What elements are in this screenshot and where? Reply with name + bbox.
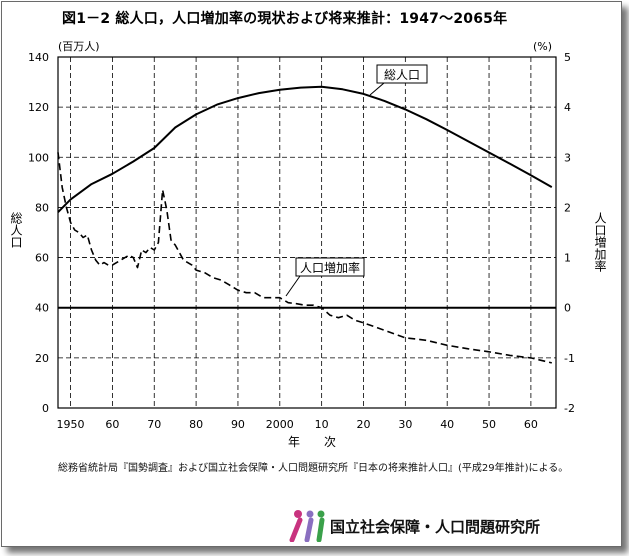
x-tick-label: 30 <box>398 418 412 431</box>
axes-layer <box>57 56 557 409</box>
y-right-tick-label: 5 <box>564 51 571 64</box>
left-unit-label: (百万人) <box>58 40 100 53</box>
chart-title: 図1－2 総人口，人口増加率の現状および将来推計：1947～2065年 <box>62 11 508 27</box>
tick-labels-layer: 1950 60 70 80 90 2000 10 20 30 40 50 60020406080100… <box>28 51 575 431</box>
y-right-tick-label: 3 <box>564 151 571 164</box>
y-right-tick-label: 4 <box>564 101 571 114</box>
growth-callout-label: 人口増加率 <box>300 260 360 275</box>
x-tick-label: 20 <box>356 418 370 431</box>
institute-name: 国立社会保障・人口問題研究所 <box>330 518 541 536</box>
y-right-tick-label: 1 <box>564 252 571 265</box>
growth-callout: 人口増加率 <box>285 257 365 297</box>
x-tick-label: 1950 <box>57 418 85 431</box>
y-left-tick-label: 120 <box>28 101 49 114</box>
y-right-tick-label: 0 <box>564 302 571 315</box>
y-left-tick-label: 0 <box>42 402 49 415</box>
growth-rate-line <box>57 152 552 364</box>
x-tick-label: 80 <box>189 418 203 431</box>
x-tick-label: 40 <box>440 418 454 431</box>
grid-layer <box>58 57 556 408</box>
y-right-tick-label: -2 <box>564 402 575 415</box>
ipss-logo-icon <box>289 510 325 542</box>
x-tick-label: 10 <box>315 418 329 431</box>
y-right-tick-label: 2 <box>564 201 571 214</box>
x-tick-label: 90 <box>231 418 245 431</box>
x-tick-label: 2000 <box>266 418 294 431</box>
population-line <box>57 85 553 213</box>
y-left-tick-label: 140 <box>28 51 49 64</box>
x-tick-label: 60 <box>524 418 538 431</box>
x-tick-label: 70 <box>147 418 161 431</box>
population-callout-label: 総人口 <box>384 68 420 82</box>
y-left-tick-label: 100 <box>28 151 49 164</box>
x-tick-label: 60 <box>105 418 119 431</box>
source-note: 総務省統計局『国勢調査』および国立社会保障・人口問題研究所『日本の将来推計人口』… <box>58 463 569 474</box>
y-left-tick-label: 40 <box>35 302 49 315</box>
left-axis-label: 総人口 <box>9 212 23 248</box>
y-left-tick-label: 80 <box>35 201 49 214</box>
y-right-tick-label: -1 <box>564 352 575 365</box>
population-callout: 総人口 <box>369 64 428 96</box>
y-left-tick-label: 60 <box>35 252 49 265</box>
right-unit-label: (%) <box>533 40 552 53</box>
right-axis-label: 人口増加率 <box>593 212 607 272</box>
series-layer <box>57 85 556 364</box>
y-left-tick-label: 20 <box>35 352 49 365</box>
x-tick-label: 50 <box>482 418 496 431</box>
x-axis-label: 年 次 <box>288 435 336 449</box>
plot-border <box>57 56 557 409</box>
institute-logo: 国立社会保障・人口問題研究所 <box>286 508 586 542</box>
